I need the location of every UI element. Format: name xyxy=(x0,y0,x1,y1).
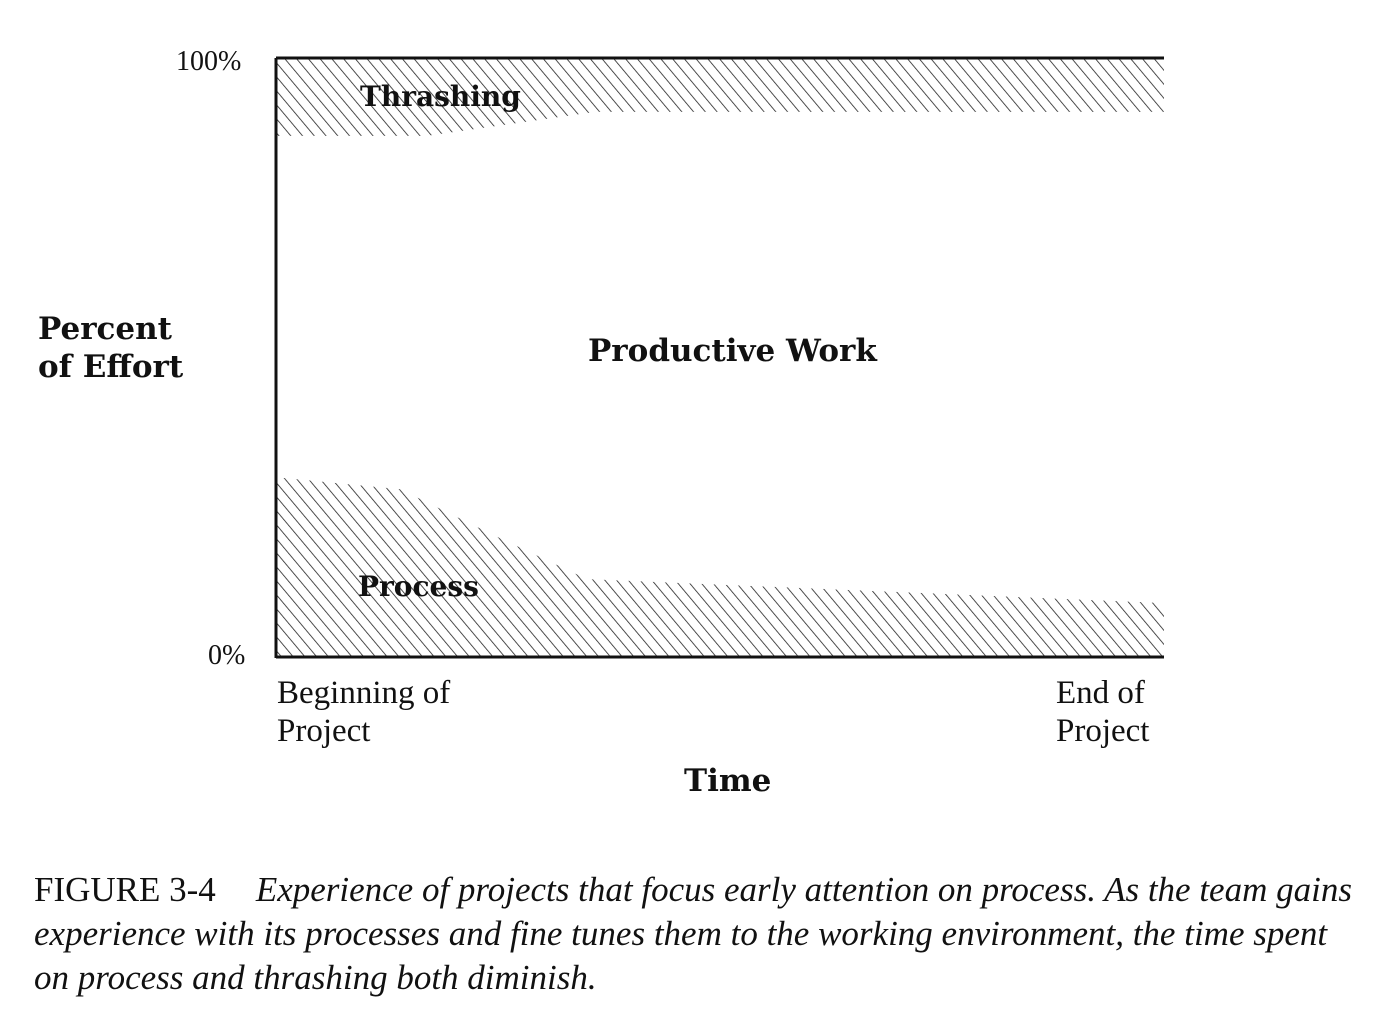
area-chart xyxy=(274,56,1164,659)
figure-label: FIGURE 3-4 xyxy=(34,870,216,909)
y-tick-100: 100% xyxy=(176,46,242,77)
area-thrashing xyxy=(276,58,1164,136)
series-label-productive-work: Productive Work xyxy=(588,333,877,369)
series-label-process: Process xyxy=(358,570,479,603)
x-tick-end: End of Project xyxy=(1056,675,1150,749)
x-axis-label: Time xyxy=(684,763,772,799)
area-process xyxy=(276,477,1164,657)
y-tick-0: 0% xyxy=(208,640,246,671)
x-tick-beginning: Beginning of Project xyxy=(277,675,451,749)
caption-text: Experience of projects that focus early … xyxy=(34,870,1352,997)
series-label-thrashing: Thrashing xyxy=(360,80,521,113)
y-axis-label: Percent of Effort xyxy=(38,311,184,385)
figure-caption: FIGURE 3-4 Experience of projects that fo… xyxy=(34,868,1354,1000)
